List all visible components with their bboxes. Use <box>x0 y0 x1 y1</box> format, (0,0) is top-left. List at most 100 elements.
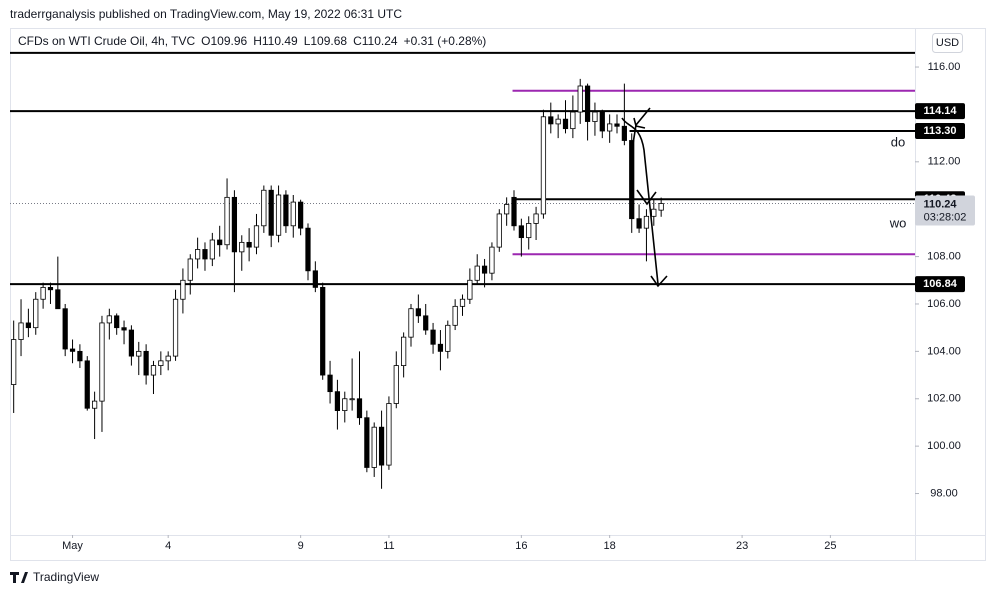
x-tick-label: 23 <box>736 540 748 552</box>
candle-body <box>224 196 230 246</box>
level-price-label: 106.84 <box>923 278 958 290</box>
candle-body <box>452 305 458 326</box>
level-price-label: 113.30 <box>923 125 956 137</box>
candle-body <box>47 286 54 291</box>
current-price-box <box>915 195 975 226</box>
candle-body <box>393 365 399 404</box>
candle-body <box>195 249 201 260</box>
legend-high: H110.49 <box>253 34 298 48</box>
x-tick-label: 16 <box>515 540 527 552</box>
candle-body <box>342 398 348 412</box>
candle-body <box>467 279 473 300</box>
candle-body <box>555 118 561 125</box>
current-price-label: 110.24 <box>923 198 957 210</box>
currency-label[interactable]: USD <box>936 37 959 49</box>
candle-body <box>651 208 657 217</box>
candle-body <box>290 201 296 227</box>
candle-body <box>518 225 524 239</box>
candle-body <box>202 249 208 260</box>
candle-body <box>548 116 554 125</box>
candle-body <box>158 360 164 366</box>
candle-body <box>459 298 466 307</box>
candle-body <box>209 239 215 260</box>
y-tick-label: 102.00 <box>927 393 961 405</box>
candle-body <box>62 308 68 350</box>
candle-body <box>636 218 642 229</box>
candle-body <box>253 225 260 248</box>
level-price-label: 114.14 <box>923 105 957 117</box>
candle-body <box>511 196 517 227</box>
level-note: do <box>891 134 905 149</box>
legend-low: L109.68 <box>304 34 348 48</box>
candle-body <box>298 201 304 229</box>
candle-body <box>84 360 90 409</box>
legend-close: C110.24 <box>353 34 398 48</box>
chart-frame <box>10 28 986 561</box>
candle-body <box>283 194 289 227</box>
candle-body <box>658 203 664 211</box>
candle-body <box>172 298 179 357</box>
candle-body <box>106 315 112 324</box>
candle-body <box>114 315 120 329</box>
candle-body <box>136 350 142 357</box>
legend-change: +0.31 (+0.28%) <box>404 34 487 48</box>
brand: TradingView <box>10 570 99 584</box>
mark-check <box>636 189 657 206</box>
candle-body <box>562 118 569 130</box>
candle-body <box>570 111 576 130</box>
candle-body <box>239 241 245 253</box>
candle-body <box>261 189 267 227</box>
candle-body <box>121 327 127 331</box>
candle-body <box>599 111 605 132</box>
candle-body <box>445 324 451 352</box>
candle-body <box>334 391 341 412</box>
candle-body <box>92 400 98 409</box>
y-tick-label: 98.00 <box>930 487 958 499</box>
candle-body <box>11 339 17 385</box>
candle-body <box>584 85 591 122</box>
candle-body <box>607 123 613 132</box>
candle-body <box>77 350 83 362</box>
candle-body <box>629 140 635 220</box>
candle-body <box>143 350 149 376</box>
candle-body <box>430 329 436 345</box>
candle-body <box>231 196 238 253</box>
candle-body <box>69 348 76 352</box>
level-price-box <box>915 123 965 140</box>
countdown-label: 03:28:02 <box>924 211 967 223</box>
candle-body <box>275 194 282 236</box>
y-tick-label: 104.00 <box>927 345 961 357</box>
candle-body <box>165 355 171 362</box>
candle-body <box>40 286 46 300</box>
candle-body <box>305 227 311 272</box>
candle-body <box>592 111 598 122</box>
candle-body <box>643 215 650 229</box>
candle-body <box>540 116 547 215</box>
arrowhead <box>650 275 668 288</box>
candle-body <box>577 85 583 113</box>
legend-symbol: CFDs on WTI Crude Oil, 4h, TVC <box>18 34 195 48</box>
y-tick-label: 116.00 <box>928 61 961 73</box>
candle-body <box>349 398 355 401</box>
candle-body <box>180 279 186 300</box>
brand-logo <box>10 572 28 583</box>
candle-body <box>378 426 385 466</box>
y-tick-label: 100.00 <box>927 440 961 452</box>
candle-body <box>401 336 407 366</box>
currency-button[interactable] <box>932 33 963 53</box>
candle-body <box>268 189 274 236</box>
candle-body <box>386 403 392 466</box>
candle-body <box>327 374 333 393</box>
candle-body <box>437 343 444 352</box>
x-tick-label: 18 <box>604 540 616 552</box>
x-tick-label: 9 <box>298 540 304 552</box>
plot <box>10 51 915 489</box>
candle-body <box>312 270 318 288</box>
x-tick-label: 25 <box>824 540 836 552</box>
candle-body <box>415 308 421 317</box>
arrows <box>621 107 668 288</box>
candle-body <box>217 239 223 246</box>
candle-body <box>99 322 105 402</box>
